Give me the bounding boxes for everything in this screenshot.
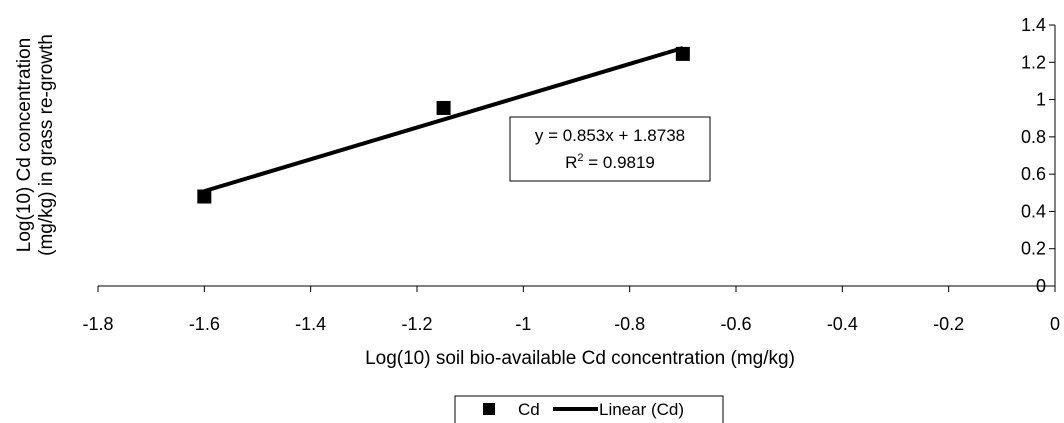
x-tick-label: 0 bbox=[1050, 314, 1060, 334]
r-squared-superscript: 2 bbox=[577, 152, 583, 164]
y-tick-label: 0.6 bbox=[1021, 164, 1046, 184]
x-tick-label: -0.4 bbox=[827, 314, 858, 334]
trendline bbox=[203, 46, 684, 194]
y-tick-label: 0.4 bbox=[1021, 201, 1046, 221]
y-axis-title-line-2: (mg/kg) in grass re-growth bbox=[36, 34, 57, 256]
legend-cd-marker bbox=[483, 403, 495, 415]
equation-box-border bbox=[509, 116, 711, 182]
legend-linear-label: Linear (Cd) bbox=[599, 400, 684, 419]
x-tick-label: -1.8 bbox=[82, 314, 113, 334]
x-axis: -1.8 -1.6 -1.4 -1.2 -1 -0.8 -0.6 -0.4 -0.2 0 bbox=[82, 285, 1060, 334]
x-tick-label: -0.6 bbox=[720, 314, 751, 334]
y-tick-label: 0.2 bbox=[1021, 239, 1046, 259]
y-tick-label: 1.2 bbox=[1021, 52, 1046, 72]
legend: Cd Linear (Cd) bbox=[454, 395, 724, 423]
x-tick-label: -1.4 bbox=[295, 314, 326, 334]
equation-label: y = 0.853x + 1.8738 bbox=[535, 126, 685, 145]
y-axis: 0 0.2 0.4 0.6 0.8 1 1.2 1.4 bbox=[1021, 15, 1056, 296]
y-tick-label: 1 bbox=[1036, 90, 1046, 110]
regression-equation-box: y = 0.853x + 1.8738 R2 = 0.9819 bbox=[509, 116, 711, 182]
data-point-square bbox=[436, 100, 451, 115]
data-points-group bbox=[197, 46, 690, 204]
data-point-square bbox=[675, 46, 690, 61]
y-tick-label: 0 bbox=[1036, 276, 1046, 296]
trendline-group bbox=[203, 46, 684, 194]
r-squared-label: R2 = 0.9819 bbox=[565, 152, 655, 172]
x-tick-label: -1.2 bbox=[401, 314, 432, 334]
y-tick-label: 0.8 bbox=[1021, 127, 1046, 147]
r-squared-value: = 0.9819 bbox=[584, 153, 655, 172]
r-squared-prefix: R bbox=[565, 153, 577, 172]
y-axis-title-line-1: Log(10) Cd concentration bbox=[14, 38, 35, 252]
x-axis-title: Log(10) soil bio-available Cd concentrat… bbox=[365, 348, 795, 369]
data-point-square bbox=[197, 189, 212, 204]
x-tick-label: -1.6 bbox=[189, 314, 220, 334]
y-tick-label: 1.4 bbox=[1021, 15, 1046, 35]
x-tick-label: -0.2 bbox=[933, 314, 964, 334]
x-tick-label: -1 bbox=[515, 314, 531, 334]
x-tick-label: -0.8 bbox=[614, 314, 645, 334]
legend-cd-label: Cd bbox=[518, 400, 540, 419]
